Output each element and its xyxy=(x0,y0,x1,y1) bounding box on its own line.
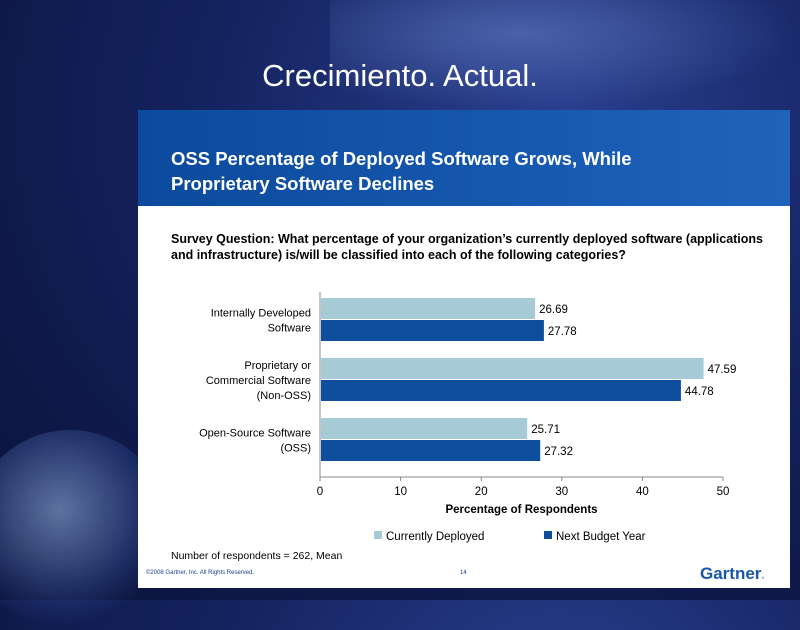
legend-swatch-0 xyxy=(374,531,382,539)
bar-s0-c2 xyxy=(321,418,528,439)
x-tick-label-0: 0 xyxy=(317,486,323,498)
x-tick-label-2: 20 xyxy=(475,486,488,498)
value-label-s0-c1: 47.59 xyxy=(708,364,737,376)
logo-dot: . xyxy=(760,564,766,583)
gartner-logo: Gartner. xyxy=(700,564,765,584)
bar-s1-c0 xyxy=(321,320,544,341)
legend-swatch-1 xyxy=(544,531,552,539)
respondents-note: Number of respondents = 262, Mean xyxy=(171,550,343,562)
bar-s0-c0 xyxy=(321,298,536,319)
value-label-s1-c2: 27.32 xyxy=(544,446,573,458)
background-glow xyxy=(330,0,800,110)
logo-text: Gartner xyxy=(700,564,761,583)
panel-title-line-1: OSS Percentage of Deployed Software Grow… xyxy=(171,148,632,169)
bar-s0-c1 xyxy=(321,358,704,379)
category-label-0-0: Internally Developed xyxy=(211,308,311,320)
legend-label-1: Next Budget Year xyxy=(556,531,646,543)
value-label-s0-c0: 26.69 xyxy=(539,304,568,316)
slide-title: Crecimiento. Actual. xyxy=(262,58,538,93)
copyright-text: ©2008 Gartner, Inc. All Rights Reserved. xyxy=(146,570,255,576)
x-tick-label-3: 30 xyxy=(555,486,568,498)
value-label-s1-c1: 44.78 xyxy=(685,386,714,398)
category-label-2-1: (OSS) xyxy=(280,443,311,455)
category-label-1-1: Commercial Software xyxy=(206,375,311,387)
bar-s1-c1 xyxy=(321,380,681,401)
x-tick-label-5: 50 xyxy=(717,486,730,498)
x-tick-label-1: 10 xyxy=(394,486,407,498)
category-label-0-1: Software xyxy=(268,323,311,335)
value-label-s0-c2: 25.71 xyxy=(531,424,560,436)
chart-panel: OSS Percentage of Deployed Software Grow… xyxy=(138,110,790,588)
bar-s1-c2 xyxy=(321,440,541,461)
panel-header xyxy=(138,110,790,206)
panel-title-line-2: Proprietary Software Declines xyxy=(171,173,435,194)
x-axis-title: Percentage of Respondents xyxy=(445,504,597,516)
category-label-2-0: Open-Source Software xyxy=(199,428,311,440)
survey-question: Survey Question: What percentage of your… xyxy=(171,232,764,262)
legend-label-0: Currently Deployed xyxy=(386,531,484,543)
page-number: 14 xyxy=(460,570,467,576)
category-label-1-0: Proprietary or xyxy=(244,360,311,372)
x-tick-label-4: 40 xyxy=(636,486,649,498)
bar-chart: 0 10 20 30 40 50 Percentage of Respondents Inte… xyxy=(199,292,737,543)
category-label-1-2: (Non-OSS) xyxy=(257,390,311,402)
panel-title: OSS Percentage of Deployed Software Grow… xyxy=(171,146,771,196)
value-label-s1-c0: 27.78 xyxy=(548,326,577,338)
